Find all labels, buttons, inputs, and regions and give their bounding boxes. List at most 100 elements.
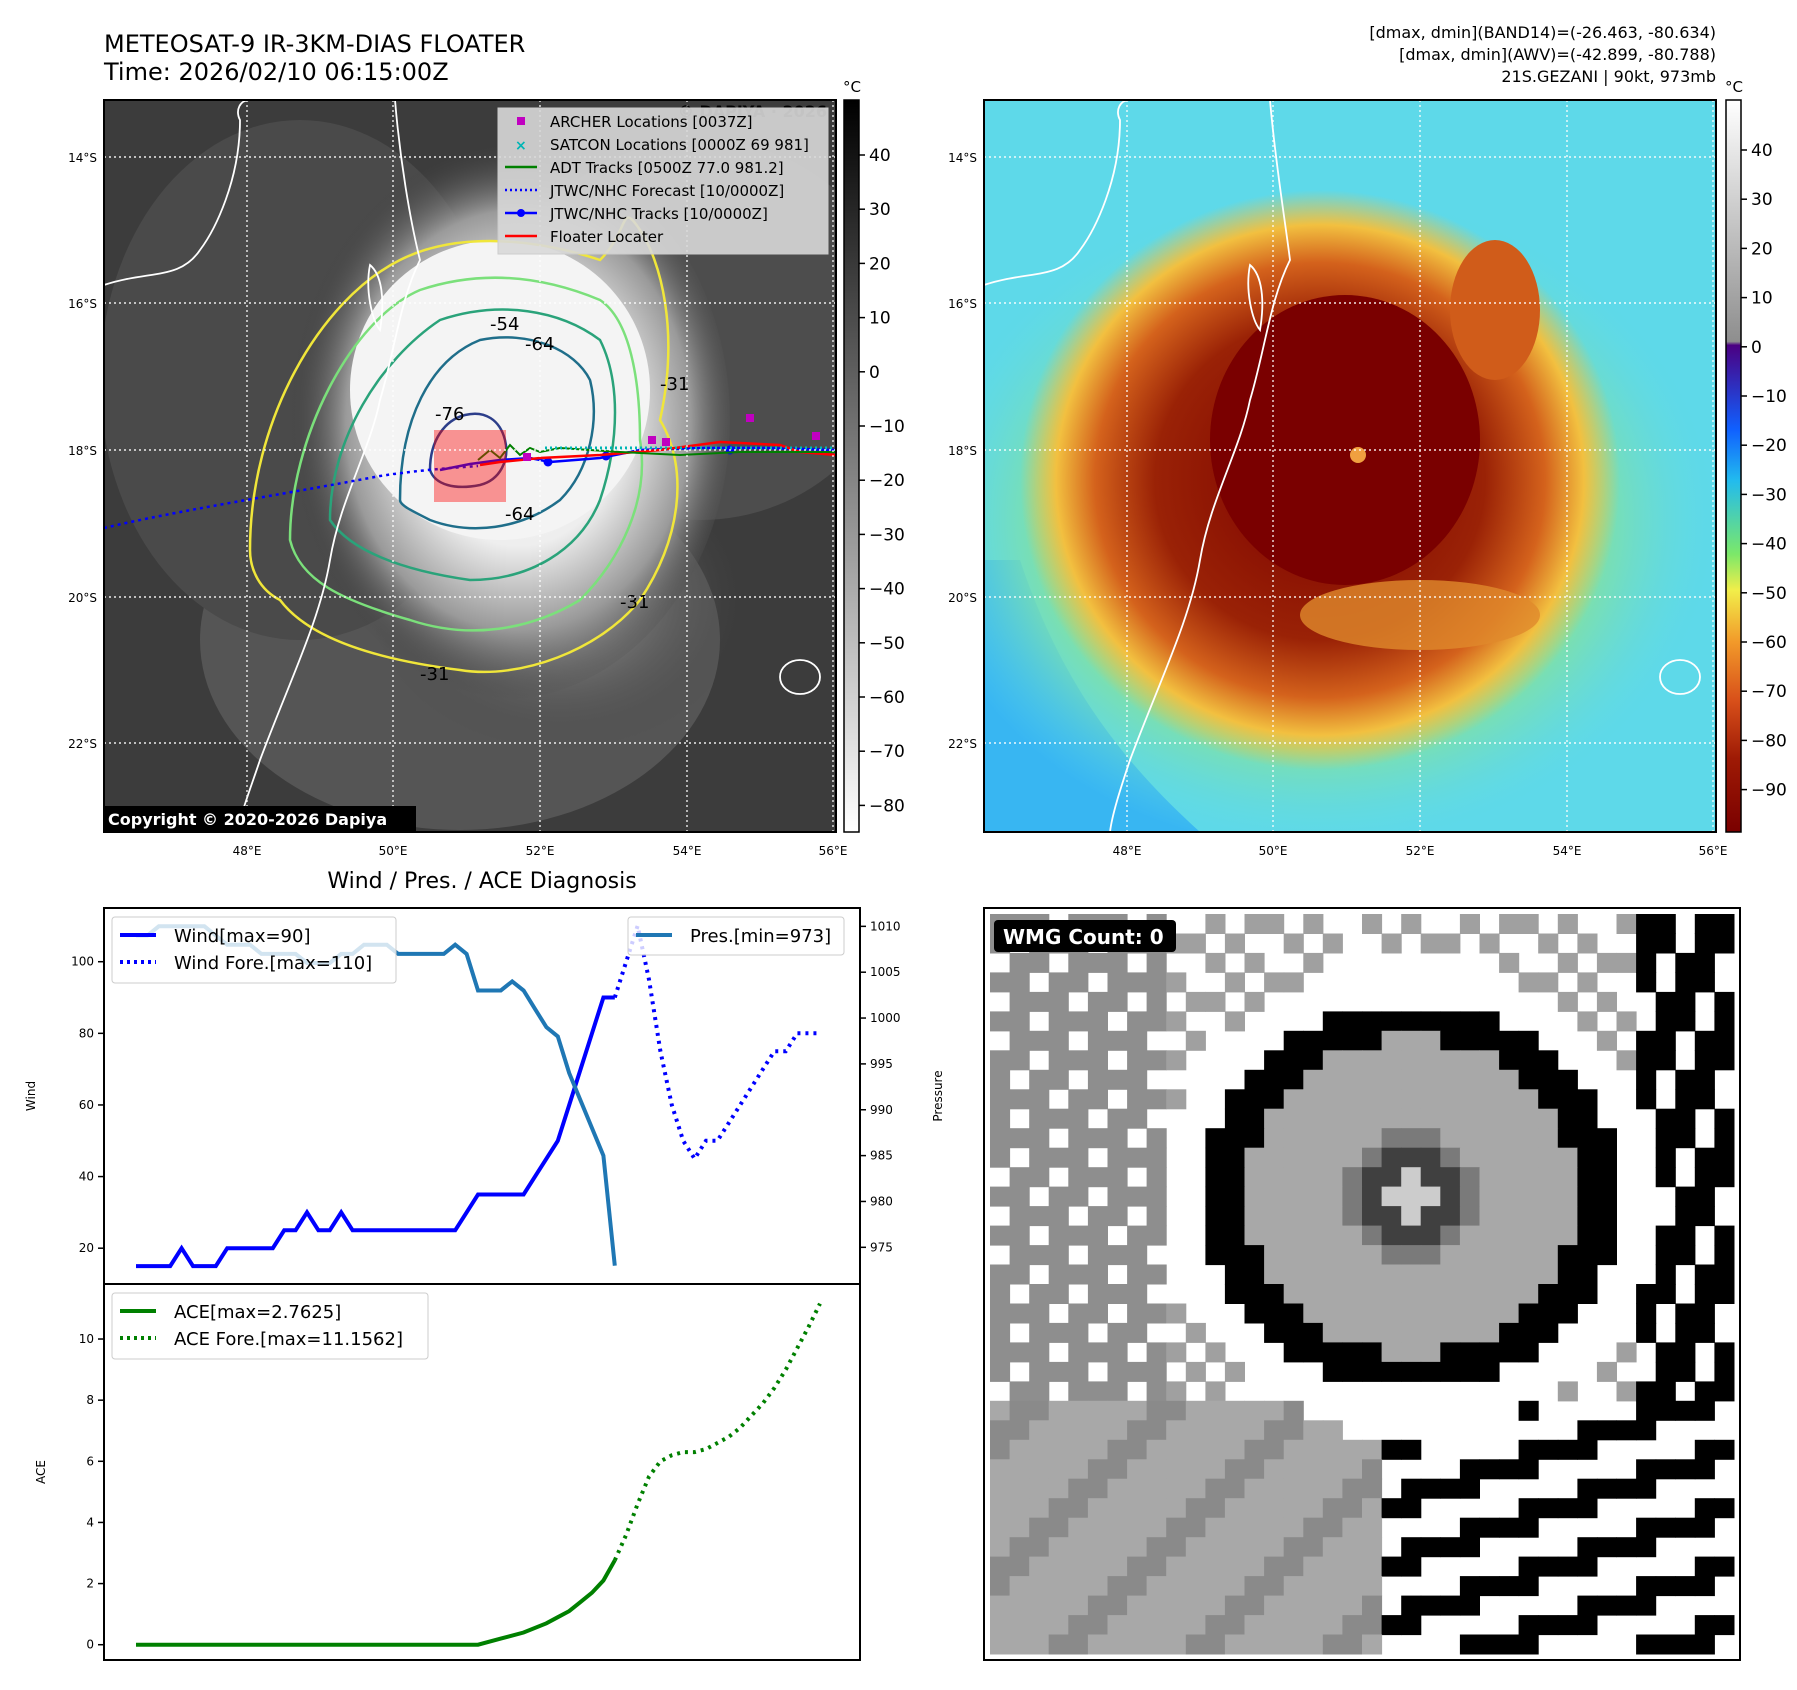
copyright: Copyright © 2020-2026 Dapiya xyxy=(108,810,387,829)
svg-text:16°S: 16°S xyxy=(68,297,97,311)
contour-label: -31 xyxy=(420,664,449,685)
colorbar-tick-label: −60 xyxy=(869,688,905,708)
map-legend: ARCHER Locations [0037Z] × SATCON Locati… xyxy=(497,107,829,255)
ace-panel: ACE 0 2 4 6 8 10 ACE[max=2.7625] ACE Fore.[ma… xyxy=(34,1283,861,1661)
axis-tick-label: 1010 xyxy=(870,919,901,933)
colorbar-tick-label: −40 xyxy=(869,580,905,600)
svg-text:56°E: 56°E xyxy=(1699,844,1728,858)
svg-text:16°S: 16°S xyxy=(948,297,977,311)
axis-tick-label: 6 xyxy=(86,1454,94,1468)
right-colorbar: °C 40 30 20 10 0 −10 −20 −30 −40 −50 −60 −70 −80 −90 xyxy=(1725,78,1787,833)
colorbar-tick-label: 40 xyxy=(1751,141,1773,161)
rgb-map xyxy=(984,100,1716,832)
contour-label: -54 xyxy=(490,314,519,335)
series-line-0 xyxy=(136,995,615,1269)
colorbar-tick-label: −60 xyxy=(1751,633,1787,653)
colorbar-tick-label: 20 xyxy=(869,254,891,274)
legend-ace-fore: ACE Fore.[max=11.1562] xyxy=(174,1329,403,1350)
svg-text:×: × xyxy=(515,138,527,154)
pressure-ylabel: Pressure xyxy=(931,1070,945,1121)
colorbar-tick-label: 20 xyxy=(1751,239,1773,259)
colorbar-tick-label: 30 xyxy=(869,200,891,220)
axis-tick-label: 80 xyxy=(79,1026,94,1040)
colorbar-tick-label: −90 xyxy=(1751,781,1787,801)
ace-legend: ACE[max=2.7625] ACE Fore.[max=11.1562] xyxy=(111,1292,429,1360)
axis-tick-label: 985 xyxy=(870,1149,893,1163)
colorbar-tick-label: 0 xyxy=(1751,338,1762,358)
svg-text:14°S: 14°S xyxy=(68,151,97,165)
right-map-lat-ticks: 14°S 16°S 18°S 20°S 22°S xyxy=(948,151,977,751)
svg-text:54°E: 54°E xyxy=(1553,844,1582,858)
wind-legend: Wind[max=90] Wind Fore.[max=110] xyxy=(111,916,397,984)
axis-tick-label: 100 xyxy=(71,955,94,969)
diagnosis-title: Wind / Pres. / ACE Diagnosis xyxy=(327,869,636,894)
right-map-lon-ticks: 48°E 50°E 52°E 54°E 56°E xyxy=(1113,844,1728,858)
right-colorbar-unit: °C xyxy=(1725,78,1743,96)
colorbar-tick-label: −40 xyxy=(1751,535,1787,555)
colorbar-tick-label: −80 xyxy=(869,796,905,816)
colorbar-tick-label: −20 xyxy=(1751,436,1787,456)
legend-ace: ACE[max=2.7625] xyxy=(174,1302,341,1323)
colorbar-tick-label: −70 xyxy=(869,742,905,762)
left-map-lon-ticks: 48°E 50°E 52°E 54°E 56°E xyxy=(233,844,848,858)
legend-jtwc-tracks: JTWC/NHC Tracks [10/0000Z] xyxy=(549,205,768,223)
colorbar-tick-label: −10 xyxy=(869,417,905,437)
colorbar-tick-label: 30 xyxy=(1751,190,1773,210)
axis-tick-label: 40 xyxy=(79,1170,94,1184)
wmg-panel: WMG Count: 0 xyxy=(983,907,1741,1661)
axis-tick-label: 20 xyxy=(79,1241,94,1255)
figure-time: Time: 2026/02/10 06:15:00Z xyxy=(103,58,449,86)
stats-awv: [dmax, dmin](AWV)=(-42.899, -80.788) xyxy=(1399,45,1716,64)
stats-storm: 21S.GEZANI | 90kt, 973mb xyxy=(1501,67,1716,86)
ace-ylabel: ACE xyxy=(34,1460,48,1484)
legend-jtwc-forecast: JTWC/NHC Forecast [10/0000Z] xyxy=(549,182,784,200)
ace-series-line-0 xyxy=(136,1559,617,1647)
colorbar-tick-label: 0 xyxy=(869,363,880,383)
axis-tick-label: 8 xyxy=(86,1393,94,1407)
wind-ylabel: Wind xyxy=(24,1081,38,1111)
axis-tick-label: 60 xyxy=(79,1098,94,1112)
legend-floater: Floater Locater xyxy=(550,228,664,246)
svg-text:52°E: 52°E xyxy=(526,844,555,858)
axis-tick-label: 10 xyxy=(79,1332,94,1346)
colorbar-tick-label: −70 xyxy=(1751,682,1787,702)
svg-text:20°S: 20°S xyxy=(948,591,977,605)
colorbar-tick-label: −50 xyxy=(869,634,905,654)
svg-text:48°E: 48°E xyxy=(233,844,262,858)
left-map-lat-ticks: 14°S 16°S 18°S 20°S 22°S xyxy=(68,151,97,751)
pressure-legend: Pres.[min=973] xyxy=(627,916,845,956)
axis-tick-label: 975 xyxy=(870,1240,893,1254)
colorbar-tick-label: 40 xyxy=(869,146,891,166)
contour-label: -31 xyxy=(620,592,649,613)
axis-tick-label: 1000 xyxy=(870,1011,901,1025)
legend-archer: ARCHER Locations [0037Z] xyxy=(550,113,753,131)
axis-tick-label: 1005 xyxy=(870,965,901,979)
left-colorbar-unit: °C xyxy=(843,78,861,96)
axis-tick-label: 2 xyxy=(86,1577,94,1591)
stats-band14: [dmax, dmin](BAND14)=(-26.463, -80.634) xyxy=(1369,23,1716,42)
legend-satcon: SATCON Locations [0000Z 69 981] xyxy=(550,136,809,154)
legend-adt: ADT Tracks [0500Z 77.0 981.2] xyxy=(550,159,784,177)
svg-text:20°S: 20°S xyxy=(68,591,97,605)
wmg-count: WMG Count: 0 xyxy=(1003,925,1164,949)
axis-tick-label: 0 xyxy=(86,1638,94,1652)
svg-text:50°E: 50°E xyxy=(1259,844,1288,858)
legend-wind: Wind[max=90] xyxy=(174,926,311,947)
contour-label: -64 xyxy=(505,504,534,525)
contour-label: -76 xyxy=(435,404,464,425)
colorbar-tick-label: −30 xyxy=(1751,485,1787,505)
colorbar-tick-label: 10 xyxy=(1751,289,1773,309)
svg-text:22°S: 22°S xyxy=(68,737,97,751)
legend-wind-fore: Wind Fore.[max=110] xyxy=(174,953,372,974)
svg-text:56°E: 56°E xyxy=(819,844,848,858)
axis-tick-label: 990 xyxy=(870,1103,893,1117)
colorbar-tick-label: 10 xyxy=(869,309,891,329)
svg-text:52°E: 52°E xyxy=(1406,844,1435,858)
svg-text:14°S: 14°S xyxy=(948,151,977,165)
colorbar-tick-label: −50 xyxy=(1751,584,1787,604)
svg-text:18°S: 18°S xyxy=(948,444,977,458)
figure-title: METEOSAT-9 IR-3KM-DIAS FLOATER xyxy=(104,30,525,58)
svg-text:48°E: 48°E xyxy=(1113,844,1142,858)
ace-series-line-1 xyxy=(612,1302,822,1562)
